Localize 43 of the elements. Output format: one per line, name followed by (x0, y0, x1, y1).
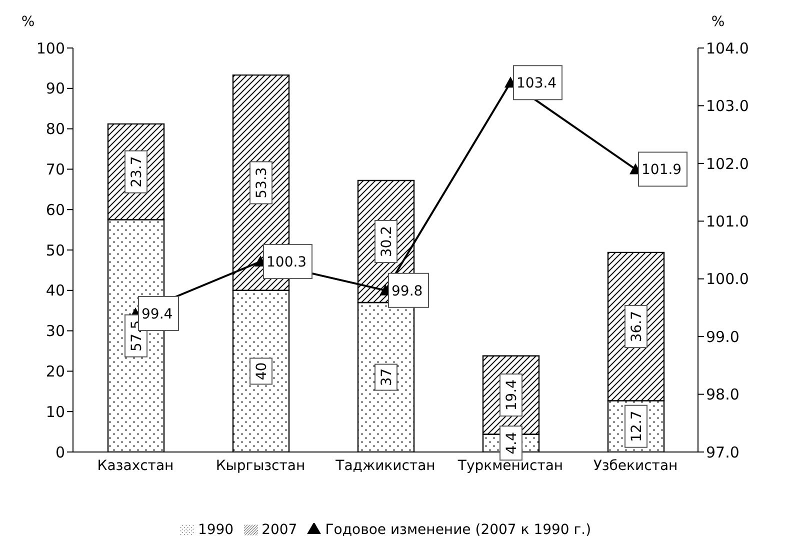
y2-tick-label: 98.0 (706, 386, 740, 404)
y-tick-label: 10 (46, 402, 65, 421)
y-tick-label: 0 (55, 443, 65, 462)
y-tick-label: 30 (46, 322, 65, 340)
x-tick-label: Туркменистан (456, 458, 564, 474)
x-tick-label: Кыргызстан (216, 458, 306, 474)
data-label: 99.4 (142, 306, 173, 322)
x-tick-label: Узбекистан (593, 458, 678, 474)
y2-tick-label: 97.0 (706, 443, 740, 462)
legend-label: 1990 (198, 522, 234, 538)
data-label: 23.7 (129, 156, 145, 188)
y-tick-label: 100 (36, 39, 65, 58)
y2-tick-label: 101.0 (706, 212, 749, 230)
data-label: 53.3 (254, 167, 270, 198)
data-label: 99.8 (392, 283, 423, 300)
legend-label: Годовое изменение (2007 к 1990 г.) (325, 522, 592, 538)
x-tick-label: Таджикистан (334, 458, 436, 474)
y-tick-label: 60 (46, 200, 65, 219)
data-label: 100.3 (266, 254, 307, 271)
y-tick-label: 80 (46, 120, 65, 138)
data-label: 36.7 (629, 310, 645, 342)
data-label: 101.9 (642, 162, 682, 178)
y-tick-label: 90 (46, 80, 65, 98)
legend-label: 2007 (262, 522, 298, 538)
y-tick-label: 50 (46, 241, 65, 260)
x-tick-label: Казахстан (97, 458, 174, 474)
y2-tick-label: 104.0 (706, 39, 749, 58)
data-label: 40 (254, 362, 270, 380)
data-label: 4.4 (504, 432, 520, 454)
y2-tick-label: 102.0 (706, 154, 749, 173)
y2-tick-label: 103.0 (706, 97, 749, 116)
data-label: 30.2 (379, 226, 395, 258)
y2-tick-label: 99.0 (706, 328, 740, 346)
data-label: 12.7 (629, 410, 645, 442)
y-axis-title: % (21, 14, 35, 30)
y-tick-label: 40 (46, 282, 65, 300)
data-label: 103.4 (516, 76, 557, 92)
y2-axis-title: % (711, 14, 725, 30)
data-label: 37 (379, 368, 395, 386)
y2-tick-label: 100.0 (706, 270, 749, 288)
data-label: 19.4 (504, 379, 520, 411)
y-tick-label: 20 (46, 362, 65, 381)
y-tick-label: 70 (46, 160, 65, 179)
